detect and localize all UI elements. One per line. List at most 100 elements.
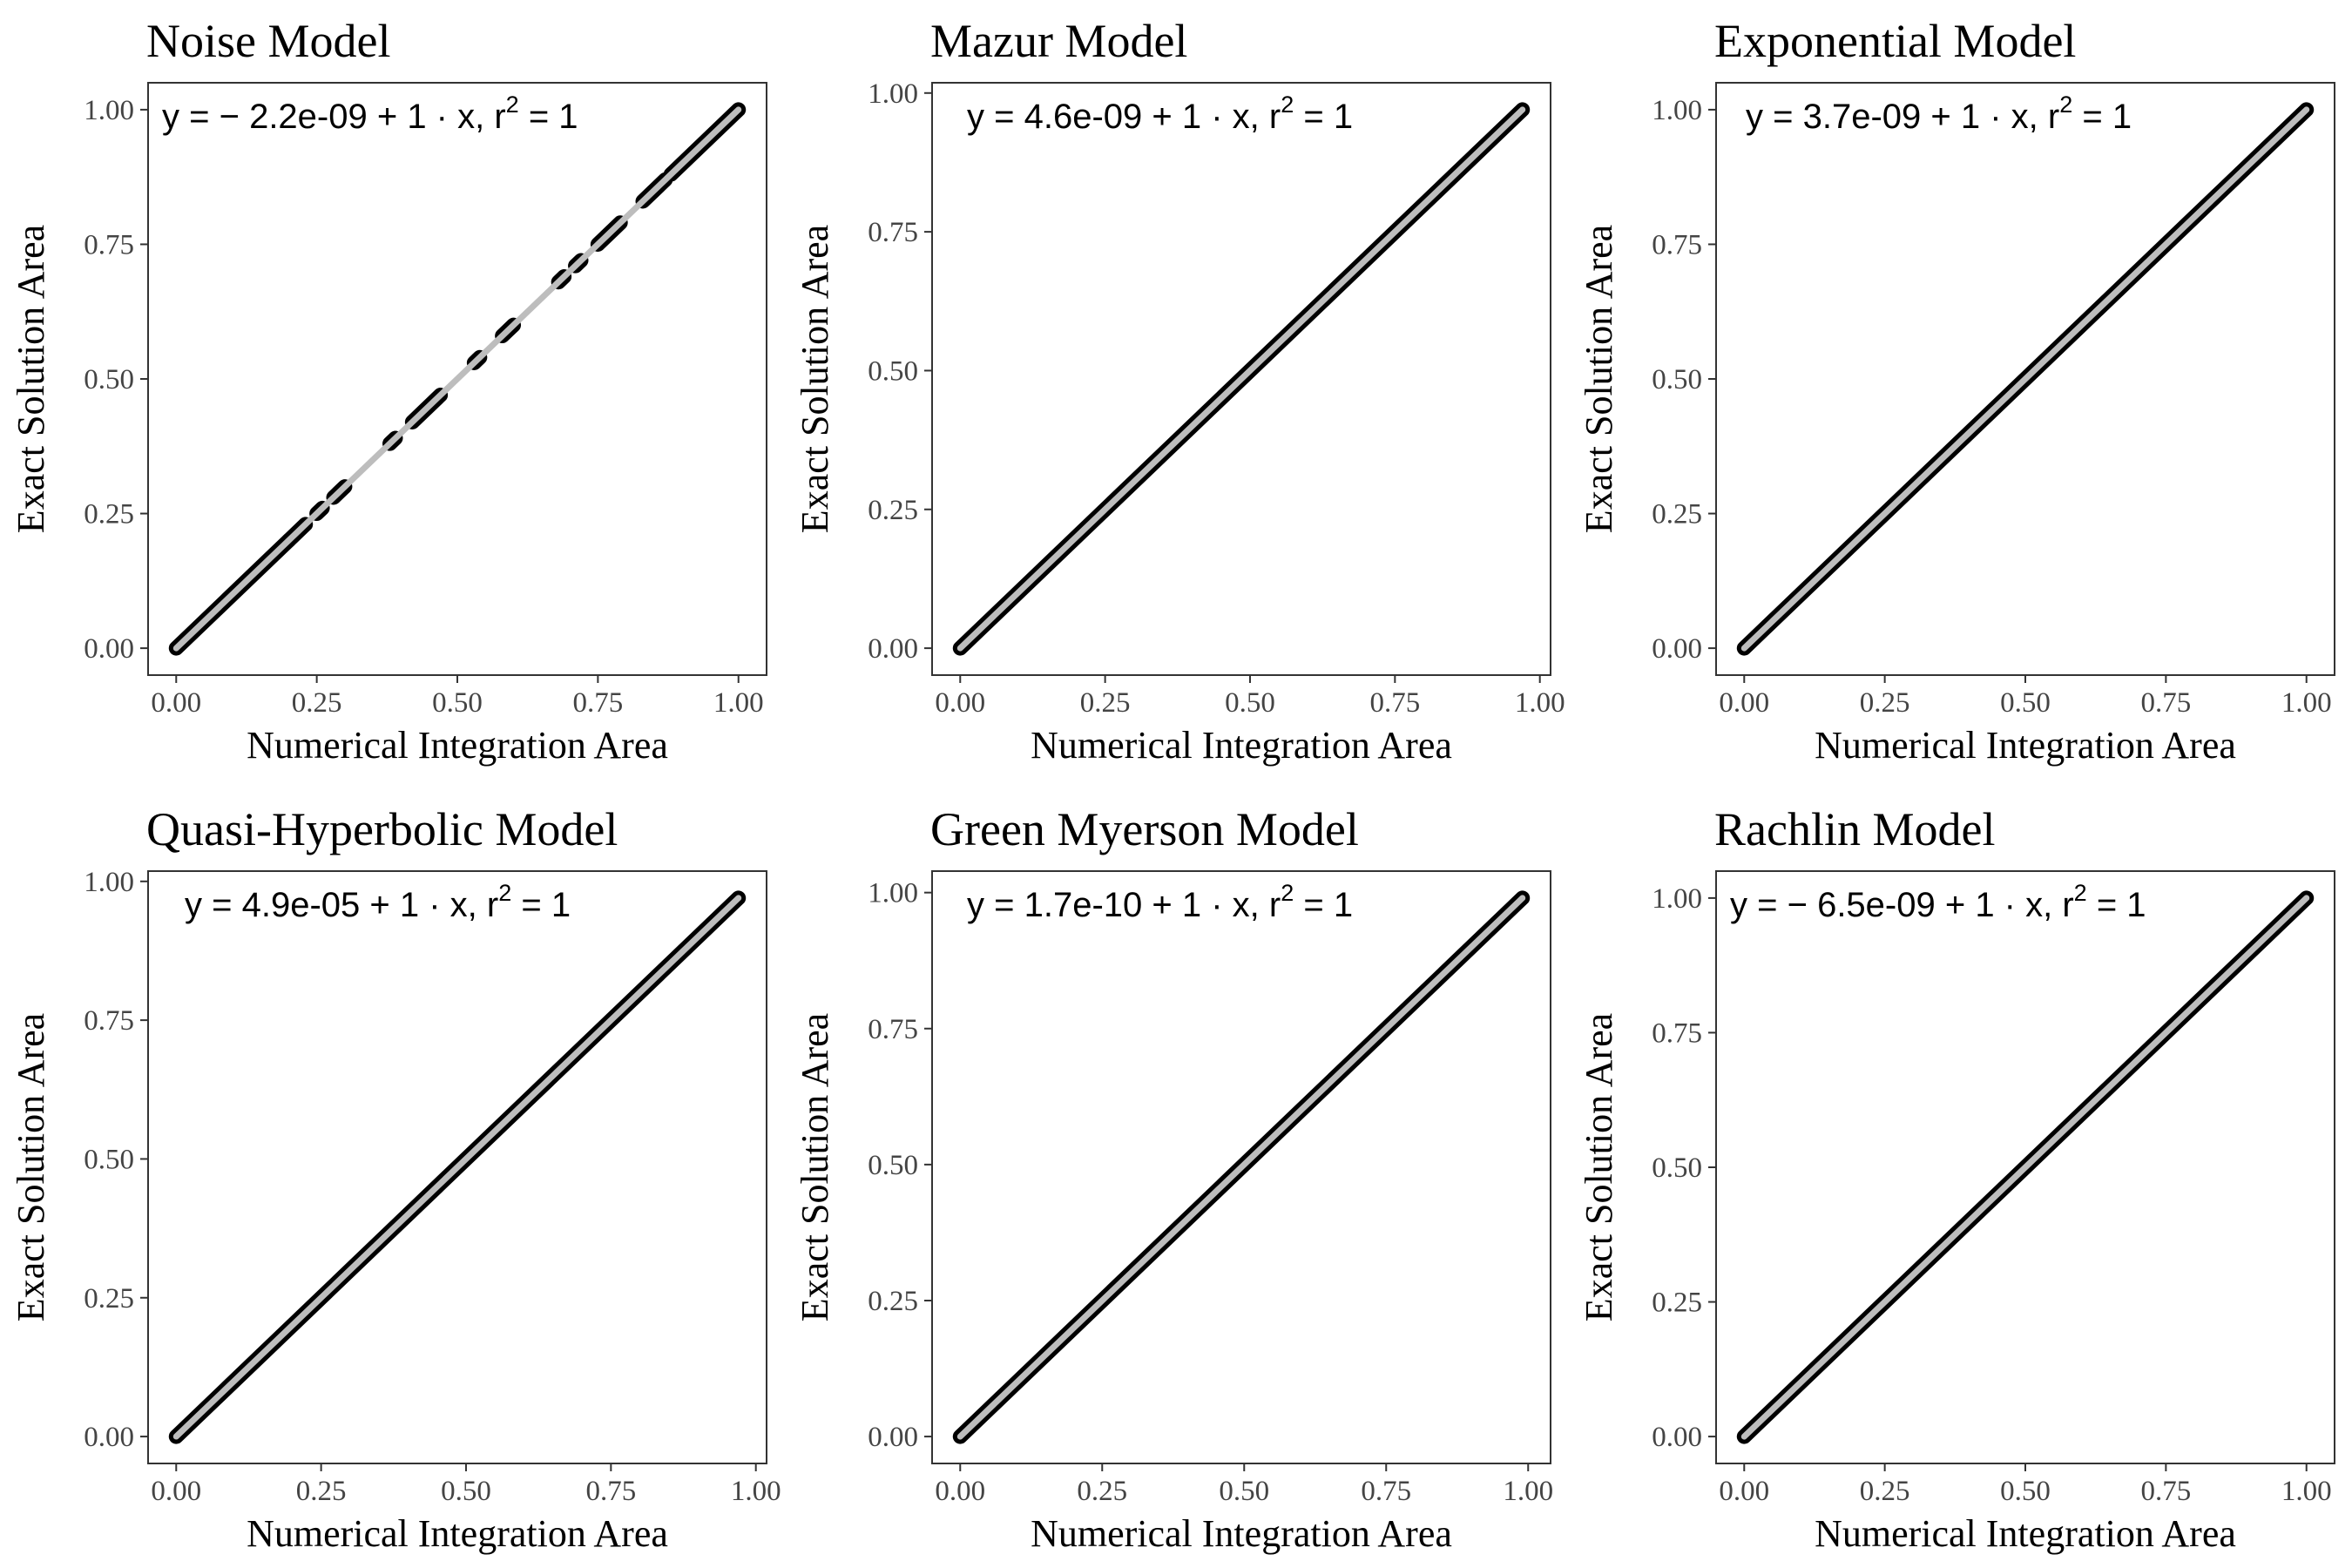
- equation-prefix: y =: [185, 886, 242, 924]
- x-tick-label: 0.75: [1369, 687, 1420, 719]
- y-tick-label: 0.00: [84, 633, 134, 665]
- chart-panel-noise: Noise Model 0.00 0.25 0.50 0.75 1.00 0.00 0.25 0…: [10, 15, 767, 767]
- y-axis-title: Exact Solution Area: [794, 1013, 836, 1321]
- y-tick-label: 0.25: [84, 1283, 134, 1315]
- fit-line: [1740, 895, 2310, 1440]
- y-tick-label: 0.75: [84, 229, 134, 260]
- x-tick-label: 0.00: [1719, 1476, 1769, 1507]
- x-tick-label: 0.50: [441, 1476, 491, 1507]
- x-tick-label: 0.25: [1860, 1476, 1910, 1507]
- y-tick-label: 0.00: [1652, 633, 1702, 665]
- x-tick-label: 0.75: [585, 1476, 636, 1507]
- y-tick-label: 1.00: [1652, 95, 1702, 126]
- plot-area: [168, 890, 747, 1444]
- x-tick-label: 0.75: [572, 687, 623, 719]
- y-tick-label: 0.75: [1652, 229, 1702, 260]
- equation-prefix: y =: [1746, 98, 1803, 136]
- y-axis-title: Exact Solution Area: [794, 225, 836, 533]
- equation-intercept: 1.7e-10: [1024, 886, 1143, 924]
- regression-equation: y = 3.7e-09 + 1 · x, r2 = 1: [1746, 91, 2132, 136]
- x-tick-label: 0.25: [1860, 687, 1910, 719]
- chart-title: Exponential Model: [1714, 15, 2076, 67]
- equation-intercept: − 6.5e-09: [1788, 886, 1936, 924]
- equation-r2-value: = 1: [2072, 98, 2132, 136]
- x-tick-label: 0.00: [1719, 687, 1769, 719]
- x-axis-title: Numerical Integration Area: [247, 724, 668, 767]
- chart-panel-green_myerson: Green Myerson Model 0.00 0.25 0.50 0.75 1.00 0…: [794, 803, 1553, 1555]
- chart-title: Rachlin Model: [1714, 803, 1995, 855]
- y-tick-label: 0.00: [84, 1422, 134, 1453]
- x-axis-title: Numerical Integration Area: [1815, 724, 2236, 767]
- y-axis-title: Exact Solution Area: [1578, 1013, 1620, 1321]
- x-tick-label: 0.25: [292, 687, 342, 719]
- y-axis-title: Exact Solution Area: [10, 1013, 52, 1321]
- x-tick-label: 0.50: [2000, 687, 2051, 719]
- y-tick-label: 0.75: [868, 217, 918, 248]
- y-tick-label: 0.00: [868, 633, 918, 665]
- equation-r2-value: = 1: [519, 98, 578, 136]
- y-tick-label: 1.00: [1652, 883, 1702, 915]
- equation-slope: + 1 · x, r: [1936, 886, 2074, 924]
- x-tick-label: 0.75: [2140, 1476, 2191, 1507]
- equation-r2-superscript: 2: [1281, 91, 1294, 118]
- x-tick-label: 0.75: [1361, 1476, 1411, 1507]
- equation-prefix: y =: [967, 98, 1024, 136]
- chart-panel-exponential: Exponential Model 0.00 0.25 0.50 0.75 1.00 0.0…: [1578, 15, 2335, 767]
- equation-prefix: y =: [967, 886, 1024, 924]
- equation-prefix: y =: [1730, 886, 1788, 924]
- x-tick-label: 0.50: [2000, 1476, 2051, 1507]
- x-axis-title: Numerical Integration Area: [1031, 724, 1452, 767]
- x-tick-label: 0.00: [935, 1476, 985, 1507]
- equation-r2-superscript: 2: [506, 91, 519, 118]
- x-tick-label: 0.00: [935, 687, 985, 719]
- x-tick-label: 0.50: [1225, 687, 1275, 719]
- plot-area: [952, 102, 1531, 656]
- x-axis-title: Numerical Integration Area: [1031, 1512, 1452, 1555]
- y-tick-label: 0.00: [1652, 1422, 1702, 1453]
- y-tick-label: 0.50: [868, 1150, 918, 1181]
- x-tick-label: 0.75: [2140, 687, 2191, 719]
- x-tick-label: 0.50: [432, 687, 483, 719]
- chart-panel-quasi_hyperbolic: Quasi-Hyperbolic Model 0.00 0.25 0.50 0.75 1.…: [10, 803, 781, 1555]
- chart-panel-rachlin: Rachlin Model 0.00 0.25 0.50 0.75 1.00 0.00 0.2…: [1578, 803, 2335, 1555]
- plot-area: [1736, 890, 2315, 1444]
- y-tick-label: 0.25: [1652, 499, 1702, 531]
- y-tick-label: 1.00: [868, 78, 918, 110]
- plot-area: [1736, 102, 2315, 656]
- y-tick-label: 0.75: [1652, 1017, 1702, 1049]
- regression-equation: y = 4.6e-09 + 1 · x, r2 = 1: [967, 91, 1353, 136]
- equation-intercept: 4.9e-05: [242, 886, 361, 924]
- equation-r2-value: = 1: [1294, 98, 1353, 136]
- x-tick-label: 1.00: [713, 687, 764, 719]
- chart-panel-mazur: Mazur Model 0.00 0.25 0.50 0.75 1.00 0.00 0.25 0…: [794, 15, 1565, 767]
- panel-border: [931, 82, 1551, 676]
- x-tick-label: 0.00: [151, 1476, 201, 1507]
- equation-intercept: 3.7e-09: [1803, 98, 1922, 136]
- x-tick-label: 1.00: [2281, 687, 2332, 719]
- equation-intercept: 4.6e-09: [1024, 98, 1143, 136]
- equation-r2-value: = 1: [2087, 886, 2146, 924]
- equation-slope: + 1 · x, r: [1142, 98, 1281, 136]
- panel-border: [931, 870, 1551, 1464]
- y-axis-title: Exact Solution Area: [1578, 225, 1620, 533]
- y-tick-label: 0.50: [1652, 1152, 1702, 1184]
- panel-border: [147, 870, 767, 1464]
- chart-title: Green Myerson Model: [930, 803, 1359, 855]
- y-tick-label: 1.00: [868, 878, 918, 909]
- x-tick-label: 0.50: [1219, 1476, 1269, 1507]
- y-tick-label: 0.25: [868, 495, 918, 526]
- x-tick-label: 0.25: [1077, 1476, 1127, 1507]
- plot-area: [168, 102, 747, 656]
- plot-area: [952, 890, 1531, 1444]
- y-tick-label: 0.50: [1652, 364, 1702, 395]
- y-tick-label: 0.50: [84, 364, 134, 395]
- equation-r2-value: = 1: [1294, 886, 1353, 924]
- equation-r2-value: = 1: [511, 886, 571, 924]
- x-tick-label: 0.00: [151, 687, 201, 719]
- x-tick-label: 1.00: [1515, 687, 1565, 719]
- y-tick-label: 0.25: [1652, 1288, 1702, 1319]
- x-axis-title: Numerical Integration Area: [247, 1512, 668, 1555]
- y-tick-label: 0.25: [84, 499, 134, 531]
- x-tick-label: 1.00: [731, 1476, 781, 1507]
- fit-line: [956, 895, 1526, 1440]
